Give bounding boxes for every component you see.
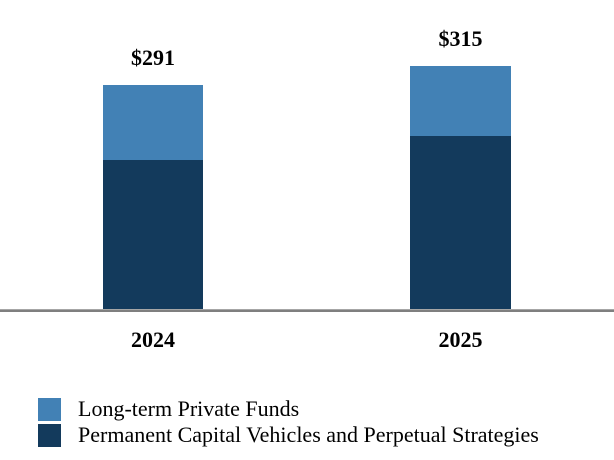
x-axis-line: [0, 309, 614, 312]
x-axis-label: 2025: [438, 327, 483, 352]
legend-label: Permanent Capital Vehicles and Perpetual…: [78, 422, 539, 447]
bar-total-label: $315: [438, 26, 483, 51]
bar-segment-permanent-capital-vehicles: [103, 160, 203, 310]
legend-item: Permanent Capital Vehicles and Perpetual…: [38, 422, 539, 448]
legend-item: Long-term Private Funds: [38, 396, 539, 422]
bar-2024: [103, 85, 203, 310]
legend-swatch-long-term-private-funds: [38, 397, 61, 421]
legend-swatch-permanent-capital-vehicles: [38, 423, 61, 447]
bar-segment-long-term-private-funds: [103, 85, 203, 160]
legend: Long-term Private Funds Permanent Capita…: [38, 396, 539, 448]
legend-label: Long-term Private Funds: [78, 396, 300, 421]
bar-segment-long-term-private-funds: [410, 66, 511, 136]
bar-segment-permanent-capital-vehicles: [410, 136, 511, 310]
bar-2025: [410, 66, 511, 310]
bar-total-label: $291: [131, 45, 175, 70]
x-axis-label: 2024: [131, 327, 175, 352]
plot-area: $291 $315: [0, 26, 614, 312]
